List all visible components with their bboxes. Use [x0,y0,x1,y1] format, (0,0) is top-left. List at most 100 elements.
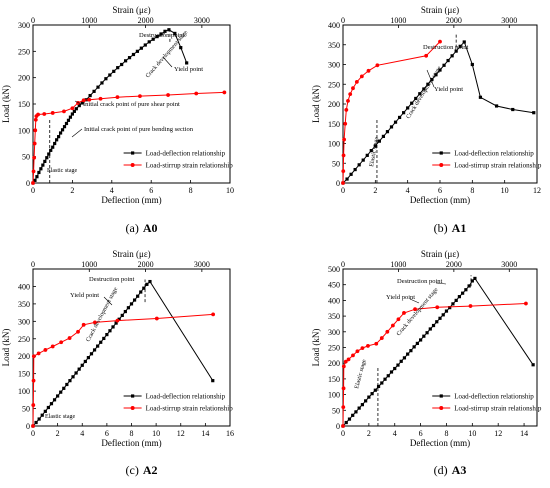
data-point [383,377,387,381]
data-point [438,316,442,320]
x-tick-label: 2 [70,186,74,195]
data-point [108,73,112,77]
data-point [114,321,118,325]
data-point [354,410,358,414]
data-point [409,349,413,353]
x-tick-label: 10 [468,429,476,438]
data-point [117,317,121,321]
series-line [342,41,441,184]
data-point [373,144,377,148]
data-point [458,44,462,48]
data-point [386,374,390,378]
data-point [35,175,39,179]
data-point [341,181,345,185]
data-point [222,90,227,95]
x-tick-label: 10 [152,429,160,438]
y-tick-label: 300 [18,317,30,326]
annotation-leader [409,298,420,304]
data-point [105,332,109,337]
data-point [120,313,124,318]
data-point [179,46,183,50]
data-point [451,302,455,306]
data-point [357,406,361,410]
data-point [396,317,401,322]
data-point [52,398,57,402]
data-point [393,120,398,124]
x2-tick-label: 3000 [194,16,210,25]
data-point [145,282,149,286]
data-point [68,115,73,119]
y-tick-label: 0 [26,422,30,431]
data-point [393,366,397,371]
data-point [120,62,124,67]
y-tick-label: 200 [18,352,30,361]
caption-name: A2 [143,463,158,477]
data-point [389,370,394,374]
x-tick-label: 14 [520,429,528,438]
data-point [375,63,380,68]
annotation-leader [103,296,113,306]
data-point [55,138,59,142]
data-point [380,381,384,385]
data-point [364,399,368,403]
data-point [428,327,432,331]
panel-caption: (b) A1 [434,221,467,235]
legend-marker [130,406,135,410]
data-point [138,94,142,98]
x-tick-label: 2 [373,186,377,195]
legend-marker [131,394,135,398]
y-tick-label: 200 [328,100,340,109]
y-tick-label: 250 [18,335,30,344]
data-point [422,87,426,91]
data-point [354,79,359,84]
annotation-leader [157,32,166,38]
data-point [37,417,41,421]
x-tick-label: 10 [501,186,509,195]
data-point [34,420,38,425]
data-point [494,104,499,108]
data-point [470,62,474,67]
legend-entry: Load-stirrup strain relationship [146,162,234,170]
data-point [413,307,417,312]
data-point [163,29,167,33]
annotation: Destruction point [139,32,185,39]
data-point [86,356,91,360]
data-point [390,323,395,328]
x2-tick-label: 1000 [390,16,406,25]
data-point [36,351,41,356]
series-load-deflection [341,276,535,428]
data-point [377,139,381,143]
panel-caption: (d) A3 [434,463,467,477]
data-point [402,111,406,115]
data-point [344,108,349,112]
data-point [39,167,43,171]
y-tick-label: 150 [328,120,340,129]
data-point [87,97,92,102]
data-point [430,77,434,82]
y-tick-label: 100 [18,126,30,135]
y-tick-label: 0 [336,179,340,188]
data-point [96,85,100,89]
data-point [99,340,103,344]
data-point [33,128,38,133]
data-point [139,290,143,294]
x-tick-label: 8 [189,186,193,195]
x-tick-label: 4 [406,186,410,195]
data-point [159,32,163,36]
y-tick-label: 100 [328,140,340,149]
x-tick-label: 8 [130,429,134,438]
data-point [126,306,131,310]
data-point [96,344,100,348]
data-point [43,348,48,352]
data-point [415,341,419,346]
y-tick-label: 200 [328,359,340,368]
y-axis-label: Load (kN) [1,85,11,123]
data-point [385,329,390,334]
data-point [70,106,75,111]
data-point [93,320,97,325]
data-point [81,322,86,327]
data-point [396,363,400,367]
data-point [406,352,410,356]
